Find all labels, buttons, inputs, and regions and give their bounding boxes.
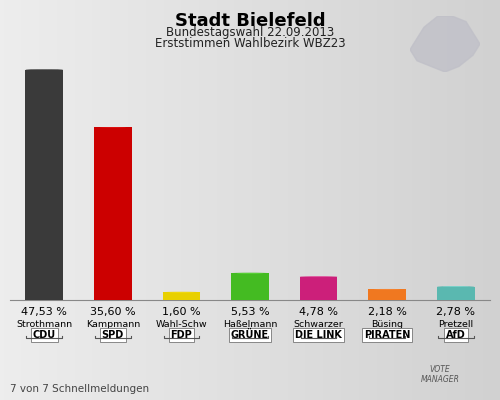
Text: CDU: CDU [32,330,56,340]
Text: Pretzell: Pretzell [438,320,474,329]
Bar [26,70,63,300]
Text: Strothmann: Strothmann [16,320,72,329]
Text: PIRATEN: PIRATEN [364,330,410,340]
Polygon shape [410,16,480,72]
Text: 47,53 %: 47,53 % [22,307,67,317]
Text: Bundestagswahl 22.09.2013: Bundestagswahl 22.09.2013 [166,26,334,39]
Bar [300,277,338,300]
Ellipse shape [26,69,63,70]
Text: VOTE
MANAGER: VOTE MANAGER [420,365,460,384]
Text: 4,78 %: 4,78 % [299,307,338,317]
Text: Haßelmann: Haßelmann [223,320,277,329]
Ellipse shape [100,127,126,128]
Ellipse shape [368,289,406,290]
Ellipse shape [162,292,200,293]
Ellipse shape [231,273,269,274]
Text: 2,78 %: 2,78 % [436,307,475,317]
Bar [368,290,406,300]
Text: SPD: SPD [102,330,124,340]
Ellipse shape [442,286,469,287]
Ellipse shape [300,276,338,277]
Text: FDP: FDP [170,330,192,340]
Text: Stadt Bielefeld: Stadt Bielefeld [174,12,326,30]
Text: 1,60 %: 1,60 % [162,307,200,317]
Text: GRÜNE: GRÜNE [231,330,269,340]
Bar [437,286,474,300]
Text: Erststimmen Wahlbezirk WBZ23: Erststimmen Wahlbezirk WBZ23 [154,37,346,50]
Ellipse shape [437,286,474,287]
Ellipse shape [237,273,263,274]
Text: AfD: AfD [446,330,466,340]
Text: Wahl-Schw: Wahl-Schw [156,320,207,329]
Text: Büsing: Büsing [371,320,403,329]
Text: 35,60 %: 35,60 % [90,307,136,317]
Text: DIE LINK: DIE LINK [295,330,342,340]
Bar [94,128,132,300]
Text: Kampmann: Kampmann [86,320,140,329]
Ellipse shape [374,289,400,290]
Ellipse shape [306,276,332,277]
Text: 5,53 %: 5,53 % [230,307,270,317]
Ellipse shape [94,127,132,128]
Text: 7 von 7 Schnellmeldungen: 7 von 7 Schnellmeldungen [10,384,149,394]
Bar [231,273,269,300]
Text: 2,18 %: 2,18 % [368,307,406,317]
Bar [162,292,200,300]
Text: Schwarzer: Schwarzer [294,320,344,329]
